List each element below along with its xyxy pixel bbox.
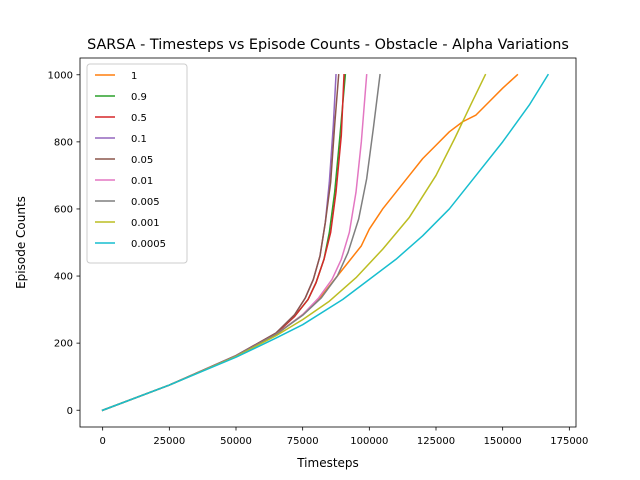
y-axis-ticks: 0 200 400 600 800 1000 bbox=[48, 70, 80, 417]
legend-label-4: 0.05 bbox=[131, 155, 153, 166]
legend-label-0: 1 bbox=[131, 71, 137, 82]
x-tick-label: 150000 bbox=[484, 436, 522, 447]
x-tick-label: 100000 bbox=[350, 436, 388, 447]
chart-title: SARSA - Timesteps vs Episode Counts - Ob… bbox=[87, 37, 569, 53]
legend-box bbox=[86, 63, 188, 264]
legend-label-6: 0.005 bbox=[131, 197, 160, 208]
y-tick-label: 0 bbox=[67, 406, 73, 417]
y-tick-label: 200 bbox=[54, 339, 73, 350]
legend: 1 0.9 0.5 0.1 0.05 0.01 0.005 0.001 0.0005 bbox=[86, 63, 188, 264]
x-tick-label: 75000 bbox=[287, 436, 319, 447]
legend-label-5: 0.01 bbox=[131, 176, 153, 187]
x-axis-label: Timesteps bbox=[296, 456, 359, 470]
legend-label-8: 0.0005 bbox=[131, 239, 166, 250]
legend-label-3: 0.1 bbox=[131, 134, 147, 145]
legend-label-7: 0.001 bbox=[131, 218, 160, 229]
x-tick-label: 175000 bbox=[550, 436, 588, 447]
y-tick-label: 800 bbox=[54, 137, 73, 148]
x-tick-label: 0 bbox=[99, 436, 105, 447]
plot-area bbox=[101, 73, 550, 412]
y-tick-label: 1000 bbox=[48, 70, 73, 81]
series-line-8 bbox=[101, 73, 550, 412]
y-tick-label: 400 bbox=[54, 272, 73, 283]
x-tick-label: 25000 bbox=[153, 436, 185, 447]
axes-frame bbox=[79, 57, 577, 428]
legend-label-1: 0.9 bbox=[131, 92, 147, 103]
y-axis-label: Episode Counts bbox=[14, 196, 28, 289]
legend-label-2: 0.5 bbox=[131, 113, 147, 124]
x-axis-ticks: 0 25000 50000 75000 100000 125000 150000 175000 bbox=[99, 427, 588, 447]
x-tick-label: 50000 bbox=[220, 436, 252, 447]
y-tick-label: 600 bbox=[54, 205, 73, 216]
x-tick-label: 125000 bbox=[417, 436, 455, 447]
